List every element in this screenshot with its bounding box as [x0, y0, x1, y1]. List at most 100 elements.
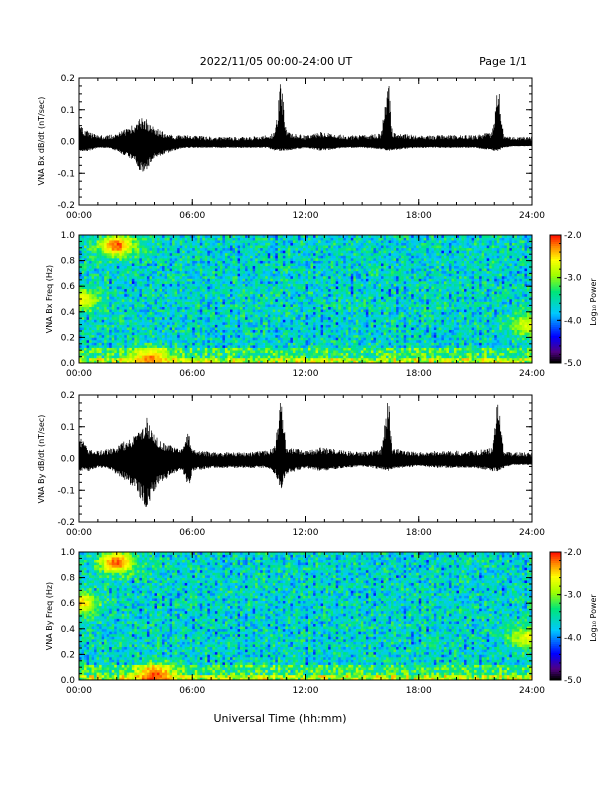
spectrogram-cell	[272, 250, 276, 254]
spectrogram-cell	[141, 268, 145, 272]
spectrogram-cell	[308, 324, 311, 328]
spectrogram-cell	[277, 337, 281, 341]
spectrogram-cell	[121, 288, 125, 292]
spectrogram-cell	[129, 316, 133, 320]
spectrogram-cell	[310, 332, 314, 336]
spectrogram-cell	[184, 242, 188, 246]
spectrogram-cell	[146, 327, 150, 331]
spectrogram-cell	[116, 324, 120, 328]
spectrogram-cell	[292, 337, 296, 341]
spectrogram-cell	[277, 304, 281, 307]
spectrogram-cell	[187, 263, 191, 267]
spectrogram-cell	[252, 291, 256, 295]
spectrogram-cell	[151, 268, 155, 272]
spectrogram-cell	[104, 319, 107, 323]
spectrogram-cell	[280, 350, 284, 354]
spectrogram-cell	[159, 299, 163, 302]
spectrogram-cell	[121, 245, 125, 249]
spectrogram-cell	[300, 329, 304, 333]
spectrogram-cell	[230, 263, 233, 267]
spectrogram-cell	[177, 258, 180, 261]
spectrogram-cell	[197, 252, 201, 256]
spectrogram-cell	[114, 324, 118, 328]
spectrogram-cell	[116, 301, 120, 305]
spectrogram-cell	[209, 306, 213, 310]
spectrogram-cell	[222, 322, 226, 325]
spectrogram-cell	[207, 316, 211, 320]
spectrogram-cell	[141, 252, 145, 256]
spectrogram-cell	[144, 339, 148, 343]
spectrogram-cell	[157, 355, 160, 359]
spectrogram-cell	[104, 235, 107, 238]
spectrogram-cell	[81, 260, 85, 264]
spectrogram-cell	[94, 235, 97, 238]
spectrogram-cell	[146, 314, 150, 318]
spectrogram-cell	[124, 316, 128, 320]
spectrogram-cell	[282, 319, 286, 323]
spectrogram-cell	[287, 288, 291, 292]
spectrogram-cell	[318, 288, 321, 292]
spectrogram-cell	[106, 252, 110, 256]
spectrogram-cell	[280, 265, 284, 269]
spectrogram-cell	[282, 327, 286, 331]
spectrogram-cell	[295, 283, 299, 287]
spectrogram-cell	[315, 347, 319, 351]
spectrogram-cell	[217, 357, 221, 361]
spectrogram-cell	[84, 314, 87, 318]
spectrogram-cell	[172, 258, 175, 261]
spectrogram-cell	[114, 275, 118, 279]
spectrogram-cell	[94, 270, 97, 274]
spectrogram-cell	[250, 283, 253, 287]
spectrogram-cell	[86, 322, 90, 325]
spectrogram-cell	[129, 260, 133, 264]
spectrogram-cell	[141, 270, 145, 274]
spectrogram-cell	[242, 245, 246, 249]
spectrogram-cell	[151, 306, 155, 310]
spectrogram-cell	[197, 283, 201, 287]
spectrogram-cell	[189, 252, 193, 256]
spectrogram-cell	[194, 240, 198, 243]
spectrogram-cell	[111, 235, 115, 238]
spectrogram-cell	[154, 263, 158, 267]
spectrogram-cell	[235, 255, 238, 259]
spectrogram-cell	[287, 301, 291, 305]
spectrogram-cell	[257, 311, 261, 315]
spectrogram-cell	[84, 288, 87, 292]
spectrogram-cell	[197, 258, 201, 261]
spectrogram-cell	[109, 275, 113, 279]
spectrogram-cell	[167, 299, 170, 302]
spectrogram-cell	[109, 283, 113, 287]
spectrogram-cell	[101, 263, 105, 267]
spectrogram-cell	[167, 250, 170, 254]
spectrogram-cell	[290, 357, 294, 361]
spectrogram-cell	[237, 347, 241, 351]
spectrogram-cell	[204, 334, 208, 338]
spectrogram-cell	[99, 309, 102, 313]
spectrogram-cell	[202, 288, 206, 292]
spectrogram-cell	[290, 339, 294, 343]
spectrogram-cell	[89, 263, 92, 267]
spectrogram-cell	[315, 237, 319, 241]
spectrogram-cell	[209, 283, 213, 287]
spectrogram-cell	[146, 247, 150, 251]
spectrogram-cell	[94, 263, 97, 267]
spectrogram-cell	[101, 322, 105, 325]
spectrogram-cell	[167, 265, 170, 269]
spectrogram-cell	[282, 275, 286, 279]
spectrogram-cell	[270, 309, 274, 313]
spectrogram-cell	[242, 319, 246, 323]
spectrogram-cell	[240, 319, 243, 323]
spectrogram-cell	[86, 311, 90, 315]
spectrogram-cell	[295, 296, 299, 300]
spectrogram-cell	[159, 273, 163, 277]
spectrogram-cell	[292, 342, 296, 346]
spectrogram-cell	[287, 299, 291, 302]
spectrogram-cell	[194, 247, 198, 251]
spectrogram-cell	[136, 357, 140, 361]
spectrogram-cell	[184, 327, 188, 331]
spectrogram-cell	[310, 296, 314, 300]
spectrogram-cell	[257, 309, 261, 313]
spectrogram-cell	[247, 304, 251, 307]
spectrogram-cell	[84, 235, 87, 238]
spectrogram-cell	[109, 332, 113, 336]
